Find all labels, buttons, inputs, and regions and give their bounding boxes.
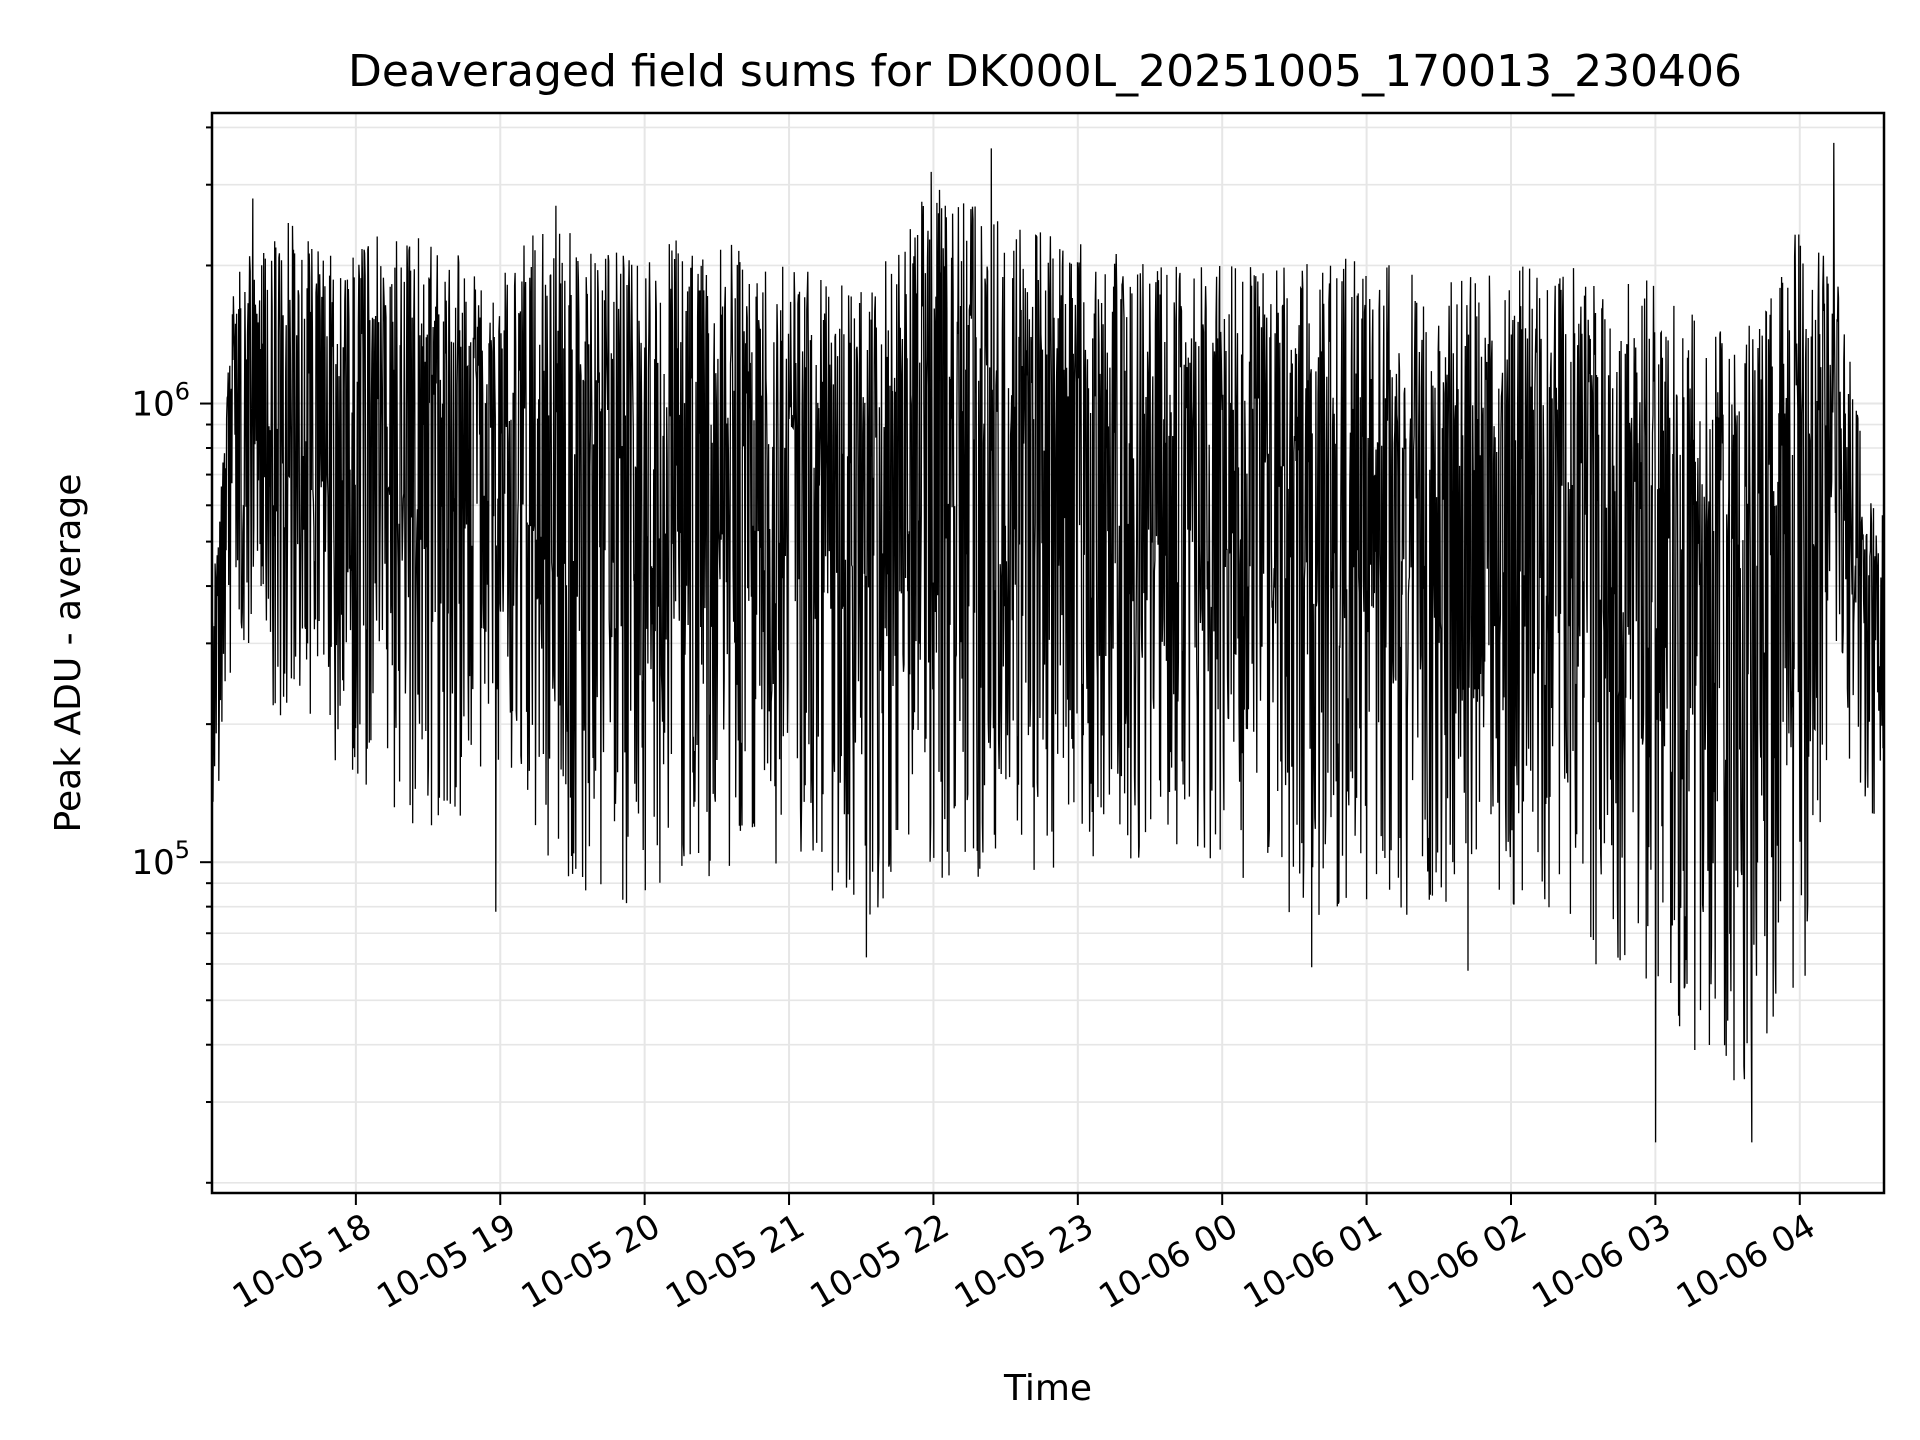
- y-tick-label: 105: [131, 836, 190, 883]
- x-axis-label: Time: [1003, 1368, 1092, 1409]
- y-axis-ticks: 105 106: [131, 126, 212, 1184]
- y-axis-label: Peak ADU - average: [48, 474, 89, 833]
- chart-title: Deaveraged field sums for DK000L_2025100…: [348, 46, 1742, 97]
- series: [211, 142, 1885, 1143]
- plot-frame: [210, 111, 1886, 1195]
- series-line: [211, 142, 1885, 1143]
- y-tick-label: 106: [131, 378, 190, 425]
